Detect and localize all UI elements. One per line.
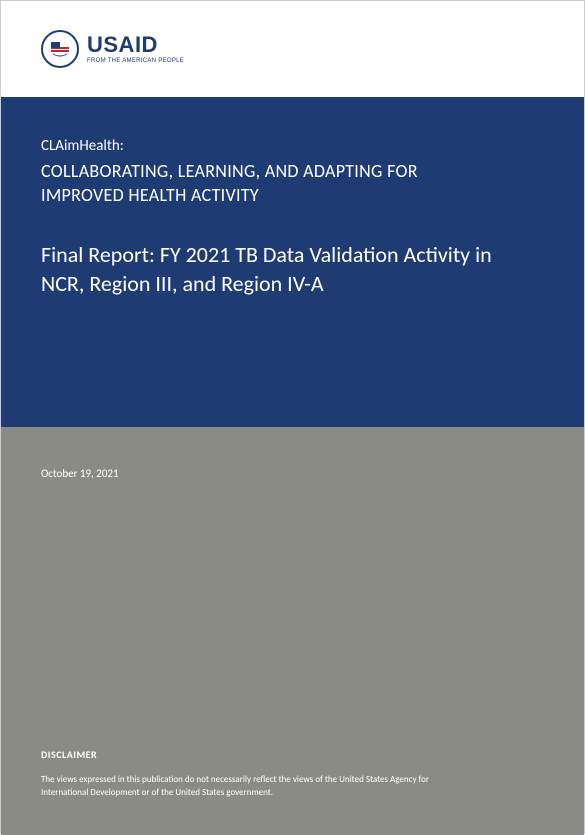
brand-tagline: FROM THE AMERICAN PEOPLE: [87, 58, 184, 64]
brand-text: USAID FROM THE AMERICAN PEOPLE: [87, 34, 184, 64]
publication-date: October 19, 2021: [41, 467, 544, 480]
disclaimer-heading: DISCLAIMER: [41, 748, 471, 761]
usaid-seal-icon: [41, 30, 79, 68]
disclaimer-text: The views expressed in this publication …: [41, 773, 471, 799]
brand-name: USAID: [87, 34, 184, 56]
report-title: Final Report: FY 2021 TB Data Validation…: [41, 240, 501, 299]
header-band: USAID FROM THE AMERICAN PEOPLE: [1, 1, 584, 97]
title-block: CLAimHealth: COLLABORATING, LEARNING, AN…: [1, 97, 584, 427]
usaid-logo: USAID FROM THE AMERICAN PEOPLE: [41, 30, 184, 68]
project-name: CLAimHealth:: [41, 137, 544, 155]
disclaimer: DISCLAIMER The views expressed in this p…: [41, 748, 471, 799]
project-subtitle: COLLABORATING, LEARNING, AND ADAPTING FO…: [41, 159, 421, 208]
metadata-block: October 19, 2021 DISCLAIMER The views ex…: [1, 427, 584, 835]
